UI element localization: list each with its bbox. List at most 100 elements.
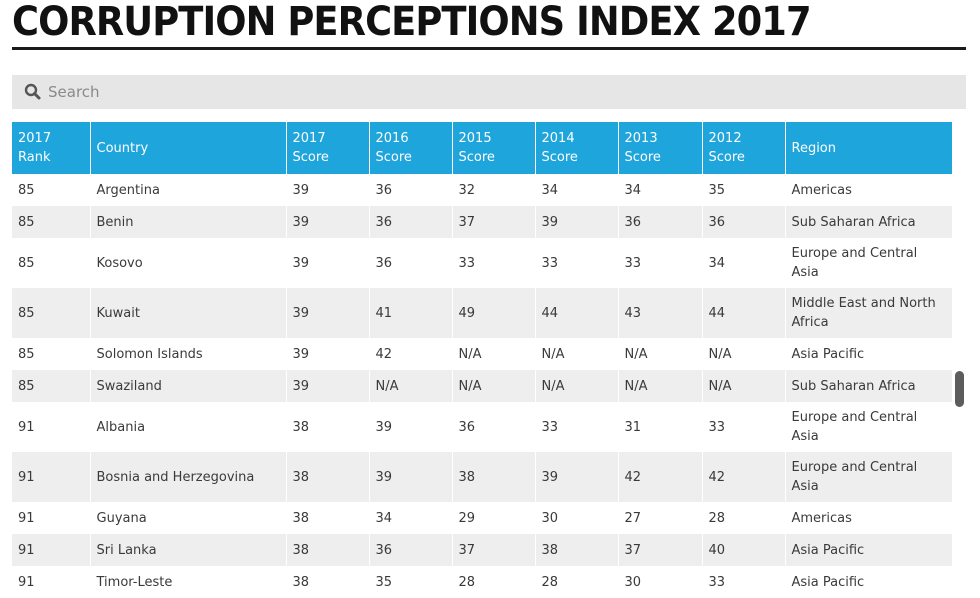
- cell-2012-score: 33: [702, 566, 786, 598]
- title-divider: [12, 47, 966, 50]
- region-line: Asia Pacific: [791, 542, 865, 558]
- cell-country: Swaziland: [90, 370, 287, 402]
- cell-rank: 91: [12, 566, 91, 598]
- cell-2016-score: 41: [369, 288, 453, 338]
- cell-rank: 91: [12, 534, 91, 566]
- cell-rank: 91: [12, 502, 91, 534]
- search-bar[interactable]: [12, 75, 966, 109]
- header-label-line: Score: [624, 150, 661, 165]
- cell-2016-score: 36: [369, 174, 453, 206]
- cell-2015-score: 49: [452, 288, 536, 338]
- cell-2016-score: 39: [369, 402, 453, 452]
- cell-region: Europe and Central Asia: [785, 238, 952, 288]
- cell-region: Asia Pacific: [785, 338, 952, 370]
- cell-country: Bosnia and Herzegovina: [90, 452, 287, 502]
- cell-2017-score: 38: [286, 566, 370, 598]
- table-row: 91 Albania 38 39 36 33 31 33 Europe and Central A…: [12, 402, 952, 452]
- cell-2016-score: N/A: [369, 370, 453, 402]
- region-line: Middle East and North: [791, 296, 936, 311]
- col-header-country[interactable]: Country: [90, 122, 287, 174]
- header-label-line: 2012: [708, 131, 742, 146]
- cell-2014-score: 39: [535, 452, 619, 502]
- cell-2015-score: 28: [452, 566, 536, 598]
- cell-2012-score: 36: [702, 206, 786, 238]
- cell-region: Sub Saharan Africa: [785, 370, 952, 402]
- col-header-2017-score[interactable]: 2017 Score: [286, 122, 370, 174]
- cell-2014-score: 38: [535, 534, 619, 566]
- cell-region: Sub Saharan Africa: [785, 206, 952, 238]
- cell-2013-score: N/A: [618, 338, 703, 370]
- col-header-2014-score[interactable]: 2014 Score: [535, 122, 619, 174]
- header-label-line: Country: [96, 140, 149, 156]
- header-label-line: 2014: [541, 131, 575, 146]
- col-header-2016-score[interactable]: 2016 Score: [369, 122, 453, 174]
- region-line: Africa: [791, 315, 829, 330]
- cell-2014-score: 33: [535, 238, 619, 288]
- col-header-region[interactable]: Region: [785, 122, 952, 174]
- cell-region: Europe and Central Asia: [785, 402, 952, 452]
- cell-2012-score: 44: [702, 288, 786, 338]
- cell-2014-score: N/A: [535, 338, 619, 370]
- cell-country: Solomon Islands: [90, 338, 287, 370]
- cell-2016-score: 34: [369, 502, 453, 534]
- cell-2015-score: 29: [452, 502, 536, 534]
- cell-2015-score: N/A: [452, 338, 536, 370]
- table-row: 85 Kuwait 39 41 49 44 43 44 Middle East and Nort…: [12, 288, 952, 338]
- table-row: 85 Kosovo 39 36 33 33 33 34 Europe and Central As…: [12, 238, 952, 288]
- cell-2012-score: 28: [702, 502, 786, 534]
- cell-2017-score: 38: [286, 502, 370, 534]
- cell-2013-score: 42: [618, 452, 703, 502]
- col-header-2015-score[interactable]: 2015 Score: [452, 122, 536, 174]
- cell-2016-score: 42: [369, 338, 453, 370]
- cell-2013-score: 36: [618, 206, 703, 238]
- cpi-table-container: 2017 Rank Country 2017 Score 2016 Score 2015 Sco…: [12, 122, 952, 598]
- cell-2017-score: 39: [286, 338, 370, 370]
- cell-country: Albania: [90, 402, 287, 452]
- scrollbar-thumb[interactable]: [955, 371, 964, 407]
- table-row: 85 Solomon Islands 39 42 N/A N/A N/A N/A Asia Pa…: [12, 338, 952, 370]
- table-row: 91 Bosnia and Herzegovina 38 39 38 39 42 42 Euro…: [12, 452, 952, 502]
- cell-country: Timor-Leste: [90, 566, 287, 598]
- header-label-line: 2017: [18, 131, 52, 146]
- table-header-row: 2017 Rank Country 2017 Score 2016 Score 2015 Sco…: [12, 122, 952, 174]
- search-input[interactable]: [48, 83, 928, 101]
- region-line: Americas: [791, 182, 852, 198]
- col-header-rank[interactable]: 2017 Rank: [12, 122, 91, 174]
- cell-2016-score: 39: [369, 452, 453, 502]
- cell-2017-score: 38: [286, 402, 370, 452]
- cell-region: Asia Pacific: [785, 534, 952, 566]
- cell-2016-score: 36: [369, 534, 453, 566]
- cell-2013-score: N/A: [618, 370, 703, 402]
- header-label-line: Score: [375, 150, 412, 165]
- cell-2014-score: N/A: [535, 370, 619, 402]
- table-row: 91 Sri Lanka 38 36 37 38 37 40 Asia Pacific: [12, 534, 952, 566]
- region-line: Asia Pacific: [791, 346, 865, 362]
- region-line: Asia Pacific: [791, 574, 865, 590]
- col-header-2012-score[interactable]: 2012 Score: [702, 122, 786, 174]
- header-label-line: Score: [292, 150, 329, 165]
- cell-2017-score: 39: [286, 206, 370, 238]
- cell-2013-score: 30: [618, 566, 703, 598]
- cell-2013-score: 31: [618, 402, 703, 452]
- search-icon: [24, 83, 41, 100]
- cell-country: Sri Lanka: [90, 534, 287, 566]
- header-label-line: Score: [541, 150, 578, 165]
- header-label-line: Rank: [18, 150, 51, 165]
- region-line: Europe and Central: [791, 246, 918, 261]
- table-row: 85 Swaziland 39 N/A N/A N/A N/A N/A Sub Saharan …: [12, 370, 952, 402]
- header-label-line: Score: [458, 150, 495, 165]
- region-line: Asia: [791, 429, 819, 444]
- cell-2017-score: 38: [286, 452, 370, 502]
- cell-rank: 85: [12, 370, 91, 402]
- region-line: Europe and Central: [791, 410, 918, 425]
- region-line: Asia: [791, 265, 819, 280]
- col-header-2013-score[interactable]: 2013 Score: [618, 122, 703, 174]
- cell-2015-score: 33: [452, 238, 536, 288]
- cell-rank: 85: [12, 288, 91, 338]
- cell-2012-score: N/A: [702, 370, 786, 402]
- cell-rank: 91: [12, 402, 91, 452]
- scrollbar-track[interactable]: [954, 122, 966, 590]
- cell-2014-score: 44: [535, 288, 619, 338]
- header-label-line: 2016: [375, 131, 409, 146]
- cell-2016-score: 35: [369, 566, 453, 598]
